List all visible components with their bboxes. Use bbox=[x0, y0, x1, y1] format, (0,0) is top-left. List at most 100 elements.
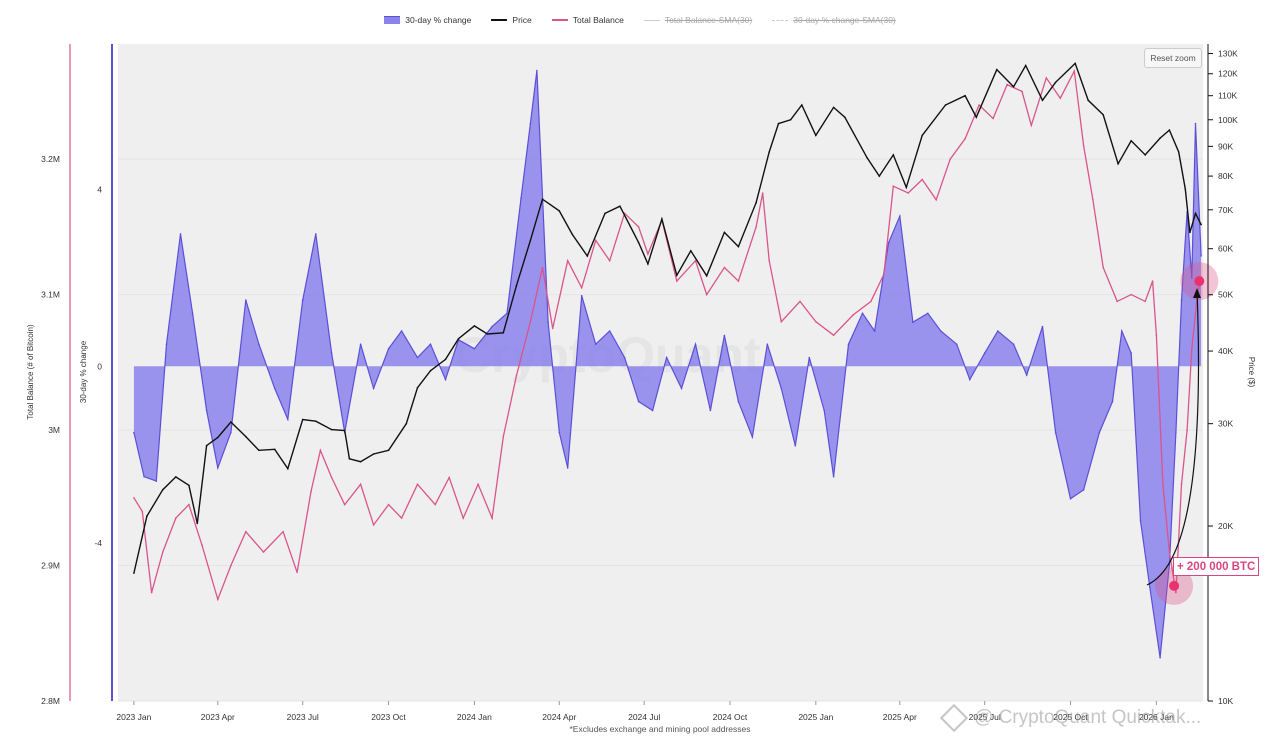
price-point bbox=[604, 212, 606, 215]
price-tick-label: 110K bbox=[1218, 91, 1238, 101]
change-point bbox=[1200, 255, 1202, 257]
balance-point bbox=[815, 320, 817, 323]
balance-point bbox=[230, 564, 232, 567]
change-point bbox=[1130, 352, 1132, 354]
price-point bbox=[964, 94, 966, 97]
change-point bbox=[143, 475, 145, 478]
change-point bbox=[1054, 431, 1057, 434]
price-tick-label: 90K bbox=[1218, 141, 1233, 151]
price-point bbox=[844, 116, 846, 118]
price-point bbox=[1168, 129, 1171, 131]
binance-square-icon bbox=[939, 703, 969, 733]
price-point bbox=[723, 231, 726, 234]
legend-item-change[interactable]: 30-day % change bbox=[384, 12, 471, 28]
price-point bbox=[245, 435, 247, 438]
balance-point bbox=[964, 138, 966, 140]
change-point bbox=[899, 215, 901, 217]
change-point bbox=[473, 347, 476, 350]
change-point bbox=[780, 387, 783, 390]
x-tick-label: 2024 Jul bbox=[628, 712, 660, 722]
balance-point bbox=[852, 314, 854, 316]
balance-point bbox=[400, 517, 403, 519]
legend-label: 30-day % change-SMA(30) bbox=[793, 15, 896, 25]
change-point bbox=[416, 356, 419, 359]
change-point bbox=[205, 409, 208, 412]
change-point bbox=[1149, 586, 1151, 588]
x-tick-label: 2025 Apr bbox=[883, 712, 917, 722]
price-point bbox=[502, 332, 505, 334]
balance-point bbox=[551, 327, 554, 330]
change-point bbox=[887, 241, 890, 244]
balance-point bbox=[1162, 483, 1164, 486]
price-point bbox=[586, 255, 589, 257]
annotation-arrow bbox=[1146, 289, 1200, 586]
price-point bbox=[789, 119, 792, 121]
price-point bbox=[196, 522, 199, 525]
price-point bbox=[975, 116, 978, 118]
change-axis-ticks: 4 0 -4 bbox=[94, 185, 102, 548]
change-point bbox=[651, 409, 654, 412]
balance-point bbox=[1073, 70, 1076, 72]
balance-point bbox=[162, 551, 164, 553]
price-tick-label: 50K bbox=[1218, 290, 1233, 300]
legend-item-balance[interactable]: Total Balance bbox=[551, 12, 624, 28]
price-point bbox=[1012, 85, 1015, 88]
x-tick-label: 2024 Jan bbox=[457, 712, 492, 722]
price-tick-label: 120K bbox=[1218, 69, 1238, 79]
balance-point bbox=[768, 259, 770, 262]
price-axis-ticks: 10K 20K 30K 40K 50K 60K 70K 80K 90K 100K 110K 120K 1… bbox=[1208, 49, 1238, 706]
price-tick-label: 70K bbox=[1218, 205, 1233, 215]
price-point bbox=[777, 122, 780, 125]
change-tick-label: 4 bbox=[97, 185, 102, 195]
price-point bbox=[1054, 81, 1057, 84]
price-point bbox=[175, 476, 177, 478]
change-point bbox=[217, 467, 219, 469]
change-point bbox=[558, 431, 561, 434]
balance-point bbox=[949, 158, 951, 160]
change-point bbox=[709, 409, 712, 412]
price-point bbox=[892, 154, 895, 156]
balance-point bbox=[541, 266, 544, 269]
balance-tick-label: 3M bbox=[48, 425, 60, 435]
balance-point bbox=[761, 192, 764, 194]
balance-point bbox=[245, 530, 247, 533]
price-point bbox=[768, 151, 770, 153]
change-point bbox=[287, 418, 289, 421]
price-point bbox=[372, 453, 375, 455]
balance-point bbox=[1030, 124, 1033, 127]
change-point bbox=[444, 378, 447, 381]
change-point bbox=[230, 431, 232, 434]
price-tick-label: 100K bbox=[1218, 115, 1238, 125]
legend-item-balance-sma[interactable]: Total Balance-SMA(30) bbox=[643, 12, 752, 28]
change-point bbox=[680, 387, 683, 390]
balance-point bbox=[780, 320, 783, 323]
legend-item-change-sma[interactable]: 30-day % change-SMA(30) bbox=[772, 12, 896, 28]
price-tick-label: 40K bbox=[1218, 346, 1233, 356]
price-point bbox=[647, 263, 649, 265]
balance-point bbox=[883, 273, 885, 276]
price-point bbox=[801, 104, 803, 106]
balance-point bbox=[1130, 293, 1132, 296]
change-point bbox=[387, 347, 390, 350]
change-point bbox=[372, 387, 375, 390]
balance-tick-label: 2.9M bbox=[41, 561, 60, 571]
legend-item-price[interactable]: Price bbox=[491, 12, 532, 28]
change-point bbox=[832, 475, 835, 478]
price-point bbox=[188, 484, 190, 487]
balance-point bbox=[594, 239, 597, 242]
balance-point bbox=[1082, 144, 1085, 147]
change-point bbox=[529, 122, 532, 125]
change-point bbox=[491, 325, 493, 328]
change-point bbox=[594, 343, 597, 346]
change-point bbox=[873, 330, 876, 332]
reset-zoom-button[interactable]: Reset zoom bbox=[1144, 48, 1202, 68]
balance-point bbox=[705, 293, 708, 296]
balance-axis-label: Total Balance (# of Bitcoin) bbox=[26, 324, 35, 419]
change-point bbox=[623, 356, 626, 359]
balance-point bbox=[832, 334, 835, 337]
price-point bbox=[737, 245, 740, 248]
price-series bbox=[133, 62, 1202, 574]
price-point bbox=[273, 448, 276, 451]
change-point bbox=[766, 343, 769, 346]
